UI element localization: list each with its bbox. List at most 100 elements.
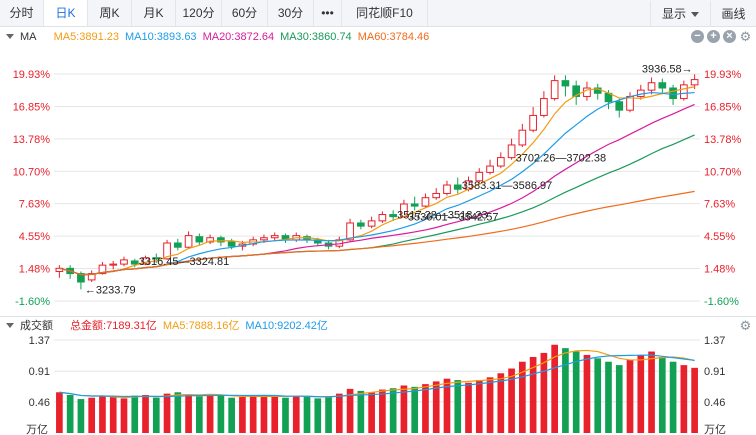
- volume-bar: [260, 396, 268, 433]
- candle-body: [260, 237, 268, 241]
- volume-bar: [249, 395, 257, 433]
- volume-bar: [551, 344, 558, 433]
- y-tick-label-right: 10.70%: [704, 166, 742, 178]
- y-tick-label-left: 1.37: [29, 335, 50, 347]
- period-tabs: 分时 日K 周K 月K 120分 60分 30分 ••• 同花顺F10: [0, 0, 428, 27]
- volume-bar: [66, 394, 74, 433]
- volume-bar: [131, 395, 139, 433]
- volume-bar: [443, 378, 451, 433]
- candle-body: [669, 87, 677, 100]
- volume-bar: [379, 389, 386, 433]
- volume-bar: [120, 398, 128, 433]
- volume-legend-item-0: 总金额:7189.31亿: [70, 320, 157, 332]
- zoom-in-icon[interactable]: +: [707, 30, 720, 43]
- volume-bar: [669, 361, 677, 433]
- volume-legend-item-2: MA10:9202.42亿: [245, 320, 328, 332]
- more-periods-button[interactable]: •••: [314, 0, 342, 26]
- volume-bar: [454, 380, 462, 433]
- volume-bar: [99, 395, 106, 433]
- tab-30min[interactable]: 30分: [268, 0, 314, 26]
- candle-body: [690, 79, 699, 86]
- tab-monthly-k[interactable]: 月K: [132, 0, 176, 26]
- zoom-out-icon[interactable]: −: [691, 30, 704, 43]
- volume-bar: [357, 390, 365, 433]
- tab-60min[interactable]: 60分: [222, 0, 268, 26]
- gear-icon[interactable]: ⚙: [739, 318, 752, 333]
- y-tick-label-right: -1.60%: [704, 296, 739, 308]
- tab-f10[interactable]: 同花顺F10: [342, 0, 428, 26]
- price-annotation: ←3233.79: [85, 284, 136, 296]
- volume-legend-title[interactable]: 成交额: [20, 320, 53, 332]
- volume-bar: [77, 399, 85, 433]
- y-tick-label-right: 19.93%: [704, 69, 742, 81]
- tab-120min[interactable]: 120分: [176, 0, 222, 26]
- volume-bar: [605, 361, 612, 433]
- tab-weekly-k[interactable]: 周K: [88, 0, 132, 26]
- candle-body: [141, 257, 150, 265]
- volume-bar: [486, 377, 494, 433]
- volume-bar: [422, 384, 429, 433]
- y-tick-label-right: 13.78%: [704, 134, 742, 146]
- candle-body: [453, 184, 462, 190]
- collapse-triangle-icon[interactable]: [6, 34, 14, 40]
- volume-bar: [56, 392, 63, 433]
- volume-bar: [282, 397, 289, 433]
- candle-body: [550, 80, 559, 100]
- tab-daily-k[interactable]: 日K: [44, 0, 88, 26]
- volume-bar: [88, 397, 96, 433]
- volume-bar: [217, 395, 225, 433]
- price-annotation: 3316.45—3324.81: [139, 256, 230, 268]
- volume-bar: [206, 394, 214, 433]
- candle-body: [615, 101, 624, 111]
- display-menu-button[interactable]: 显示: [650, 0, 710, 27]
- volume-bar: [691, 367, 698, 433]
- volume-bar: [196, 396, 203, 433]
- close-icon[interactable]: ×: [723, 30, 736, 43]
- candle-body: [507, 144, 516, 159]
- ma-legend-title[interactable]: MA: [20, 31, 37, 43]
- volume-bar: [529, 356, 537, 433]
- volume-ma10-line: [59, 354, 695, 398]
- volume-bar: [335, 393, 343, 433]
- y-tick-label-right: 4.55%: [704, 231, 735, 243]
- volume-legend-items: 总金额:7189.31亿 MA5:7888.16亿 MA10:9202.42亿: [70, 320, 334, 332]
- candle-body: [486, 165, 494, 173]
- ma-legend-item-0: MA5:3891.23: [53, 31, 119, 43]
- candle-body: [443, 184, 451, 194]
- candle-body: [432, 192, 441, 199]
- candle-body: [87, 273, 96, 281]
- kline-chart[interactable]: 19.93% 19.93% 16.85% 16.85% 13.78% 13.78% 10.7…: [0, 46, 756, 314]
- volume-bar: [174, 392, 182, 433]
- volume-controls: ⚙: [739, 319, 752, 332]
- candle-body: [206, 237, 214, 243]
- price-annotation: 3702.26—3702.38: [516, 153, 607, 165]
- volume-bar: [475, 380, 483, 433]
- y-tick-label-right: 1.37: [704, 335, 725, 347]
- candle-body: [130, 260, 139, 265]
- candle-body: [98, 264, 107, 275]
- volume-bar: [368, 392, 375, 433]
- gear-icon[interactable]: ⚙: [739, 29, 752, 44]
- collapse-triangle-icon[interactable]: [6, 323, 14, 329]
- volume-bar: [142, 394, 149, 433]
- volume-bar: [615, 365, 623, 433]
- candle-body: [227, 241, 236, 247]
- candle-body: [173, 242, 182, 248]
- volume-chart[interactable]: 1.37 1.37 0.91 0.91 0.46 0.46 万亿 万亿: [0, 334, 756, 435]
- candle-body: [421, 197, 430, 207]
- volume-bar: [648, 351, 655, 433]
- volume-bar: [626, 359, 634, 433]
- draw-line-button[interactable]: 画线: [710, 0, 756, 27]
- price-annotation: 3517.28—3518.23: [397, 210, 488, 222]
- ma20-line: [59, 103, 695, 276]
- volume-bar: [411, 386, 419, 433]
- tab-timeshare[interactable]: 分时: [0, 0, 44, 26]
- volume-bar: [519, 361, 526, 433]
- candle-body: [120, 259, 128, 265]
- volume-bar: [109, 397, 117, 433]
- y-tick-label-right: 0.46: [704, 397, 725, 409]
- toolbar: 分时 日K 周K 月K 120分 60分 30分 ••• 同花顺F10 显示 画…: [0, 0, 756, 27]
- candle-body: [475, 171, 484, 182]
- volume-bar: [637, 354, 645, 433]
- volume-bar: [271, 394, 279, 433]
